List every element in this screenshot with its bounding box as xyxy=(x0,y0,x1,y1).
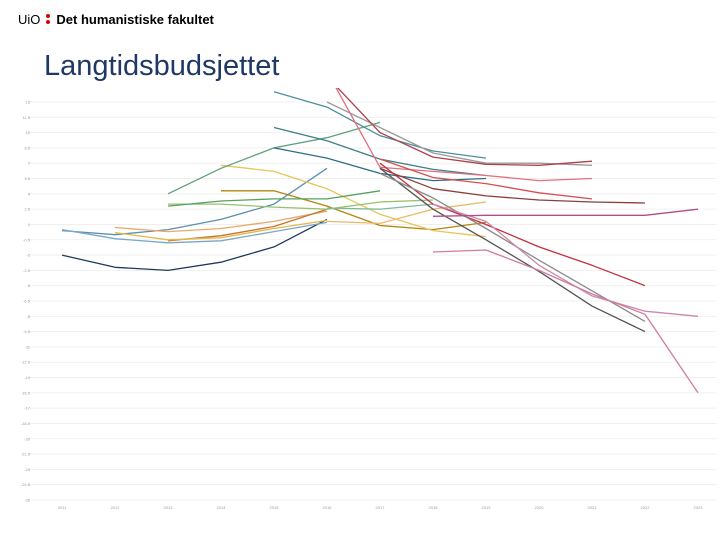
x-tick-label: 2017 xyxy=(376,505,386,510)
series-line-27 xyxy=(432,249,699,394)
x-tick-label: 2016 xyxy=(323,505,333,510)
series-line-4 xyxy=(114,210,328,233)
x-tick-label: 2012 xyxy=(111,505,121,510)
line-chart: 13 11.5 10 8.5 7 5.5 4 2.5 1 -0.5 -2 -3.5 -5 -6.5 -8 -9… xyxy=(21,88,716,510)
series-line-24 xyxy=(379,172,646,322)
y-tick-label: 13 xyxy=(26,100,31,105)
y-tick-label: -8 xyxy=(26,314,30,319)
series-line-18 xyxy=(336,88,593,166)
series-line-6 xyxy=(114,219,328,241)
y-tick-label: -11 xyxy=(25,344,31,349)
x-tick-label: 2015 xyxy=(270,505,280,510)
y-tick-label: -12.5 xyxy=(21,360,31,365)
series-line-25 xyxy=(432,203,699,317)
y-tick-label: -26 xyxy=(24,498,31,503)
x-tick-label: 2023 xyxy=(694,505,704,510)
series-line-7 xyxy=(221,190,487,231)
y-tick-label: -20 xyxy=(24,436,31,441)
y-tick-label: 2.5 xyxy=(24,207,30,212)
series-lines xyxy=(61,88,699,394)
series-line-13 xyxy=(326,203,434,210)
y-tick-label: -24.5 xyxy=(21,482,31,487)
x-tick-label: 2019 xyxy=(482,505,492,510)
faculty-name: Det humanistiske fakultet xyxy=(56,11,214,27)
y-tick-label: -14 xyxy=(24,375,31,380)
x-tick-label: 2011 xyxy=(58,505,67,510)
series-line-20 xyxy=(379,158,593,200)
y-tick-label: -9.5 xyxy=(23,329,31,334)
y-tick-label: 1 xyxy=(28,222,31,227)
x-tick-label: 2013 xyxy=(164,505,174,510)
x-tick-label: 2014 xyxy=(217,505,227,510)
x-tick-labels: 2011 2012 2013 2014 2015 2016 2017 2018 2019 2020… xyxy=(58,505,704,510)
uio-logo-text: UiO xyxy=(18,11,41,27)
y-tick-label: 8.5 xyxy=(24,145,30,150)
series-line-3 xyxy=(61,221,328,244)
y-tick-label: -2 xyxy=(26,253,30,258)
y-tick-label: -23 xyxy=(24,467,31,472)
y-tick-label: -6.5 xyxy=(23,299,31,304)
series-line-2 xyxy=(61,167,328,236)
y-tick-label: -0.5 xyxy=(23,237,31,242)
y-tick-label: -5 xyxy=(26,283,30,288)
page-title: Langtidsbudsjettet xyxy=(44,50,280,82)
series-line-8 xyxy=(220,164,487,238)
y-tick-label: 11.5 xyxy=(23,115,31,120)
y-tick-label: 7 xyxy=(28,161,31,166)
series-line-12 xyxy=(167,121,381,195)
series-line-10 xyxy=(168,199,434,210)
series-line-11 xyxy=(167,190,381,207)
series-line-21 xyxy=(379,167,646,204)
x-tick-label: 2020 xyxy=(535,505,545,510)
grid-lines xyxy=(28,101,716,501)
series-line-19 xyxy=(335,88,593,182)
y-tick-label: -17 xyxy=(24,406,31,411)
y-tick-label: 5.5 xyxy=(24,176,30,181)
header: UiO Det humanistiske fakultet xyxy=(18,10,214,28)
x-tick-label: 2018 xyxy=(429,505,439,510)
series-line-23 xyxy=(379,167,646,333)
series-line-22 xyxy=(379,162,646,287)
y-tick-labels: 13 11.5 10 8.5 7 5.5 4 2.5 1 -0.5 -2 -3.5 -5 -6.5 -8 -9… xyxy=(21,100,31,503)
series-line-16 xyxy=(273,147,487,182)
y-tick-label: -18.5 xyxy=(21,421,31,426)
series-line-14 xyxy=(273,91,487,159)
x-tick-label: 2021 xyxy=(588,505,598,510)
y-tick-label: 10 xyxy=(26,130,31,135)
x-tick-label: 2022 xyxy=(641,505,651,510)
y-tick-label: 4 xyxy=(28,191,31,196)
y-tick-label: -15.5 xyxy=(21,390,31,395)
series-line-17 xyxy=(326,101,593,166)
uio-logo-dots-icon xyxy=(46,14,51,24)
series-line-9 xyxy=(326,201,487,225)
series-line-1 xyxy=(61,218,328,272)
y-tick-label: -21.5 xyxy=(21,452,31,457)
series-line-26 xyxy=(432,208,699,217)
y-tick-label: -3.5 xyxy=(23,268,31,273)
